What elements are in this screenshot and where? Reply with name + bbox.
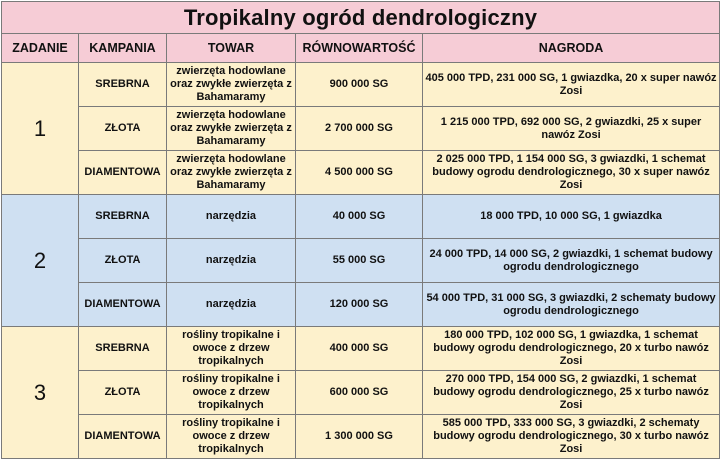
campaign-cell: DIAMENTOWA (78, 150, 167, 195)
reward-cell: 54 000 TPD, 31 000 SG, 3 gwiazdki, 2 sch… (421, 282, 720, 327)
header-campaign: KAMPANIA (78, 33, 167, 63)
reward-cell: 1 215 000 TPD, 692 000 SG, 2 gwiazdki, 2… (421, 106, 720, 151)
campaign-cell: SREBRNA (78, 326, 167, 371)
goods-cell: narzędzia (166, 282, 296, 327)
header-equivalent: RÓWNOWARTOŚĆ (295, 33, 423, 63)
equivalent-cell: 600 000 SG (295, 370, 423, 415)
equivalent-cell: 900 000 SG (295, 62, 423, 107)
campaign-cell: ZŁOTA (78, 370, 167, 415)
table-row: DIAMENTOWA narzędzia 120 000 SG 54 000 TPD,… (2, 282, 720, 327)
goods-cell: rośliny tropikalne i owoce z drzew tropi… (166, 414, 296, 459)
equivalent-cell: 55 000 SG (295, 238, 423, 283)
campaign-cell: DIAMENTOWA (78, 414, 167, 459)
reward-cell: 24 000 TPD, 14 000 SG, 2 gwiazdki, 1 sch… (421, 238, 720, 283)
campaign-cell: ZŁOTA (78, 238, 167, 283)
table-row: DIAMENTOWA rośliny tropikalne i owoce z d… (2, 414, 720, 459)
header-goods: TOWAR (166, 33, 296, 63)
goods-cell: narzędzia (166, 194, 296, 239)
reward-cell: 2 025 000 TPD, 1 154 000 SG, 3 gwiazdki,… (421, 150, 720, 195)
goods-cell: zwierzęta hodowlane oraz zwykłe zwierzęt… (166, 62, 296, 107)
header-row: ZADANIE KAMPANIA TOWAR RÓWNOWARTOŚĆ NAGR… (1, 33, 720, 63)
task-number: 2 (1, 194, 79, 327)
campaign-cell: SREBRNA (78, 194, 167, 239)
reward-cell: 585 000 TPD, 333 000 SG, 3 gwiazdki, 2 s… (421, 414, 720, 459)
goods-cell: zwierzęta hodowlane oraz zwykłe zwierzęt… (166, 106, 296, 151)
task-number: 1 (1, 62, 79, 195)
campaign-cell: SREBRNA (78, 62, 167, 107)
equivalent-cell: 1 300 000 SG (295, 414, 423, 459)
reward-cell: 405 000 TPD, 231 000 SG, 1 gwiazdka, 20 … (421, 62, 720, 107)
table-row: 3 SREBRNA rośliny tropikalne i owoce z drz… (1, 326, 720, 459)
table-row: ZŁOTA rośliny tropikalne i owoce z drzew … (2, 370, 720, 415)
equivalent-cell: 2 700 000 SG (295, 106, 423, 151)
reward-cell: 18 000 TPD, 10 000 SG, 1 gwiazdka (421, 194, 720, 239)
task-number: 3 (1, 326, 79, 459)
reward-cell: 270 000 TPD, 154 000 SG, 2 gwiazdki, 1 s… (421, 370, 720, 415)
table-row: DIAMENTOWA zwierzęta hodowlane oraz zwykł… (2, 150, 720, 195)
goods-cell: narzędzia (166, 238, 296, 283)
page-title: Tropikalny ogród dendrologiczny (0, 1, 720, 34)
table-row: 2 SREBRNA narzędzia 40 000 SG 18 000 TPD, 10… (1, 194, 720, 327)
table-row: ZŁOTA narzędzia 55 000 SG 24 000 TPD, 14 00… (2, 238, 720, 283)
goods-cell: rośliny tropikalne i owoce z drzew tropi… (166, 370, 296, 415)
header-task: ZADANIE (1, 33, 79, 63)
equivalent-cell: 120 000 SG (295, 282, 423, 327)
campaign-cell: DIAMENTOWA (78, 282, 167, 327)
goods-cell: rośliny tropikalne i owoce z drzew tropi… (166, 326, 296, 371)
table-row: ZŁOTA zwierzęta hodowlane oraz zwykłe zwi… (2, 106, 720, 151)
equivalent-cell: 40 000 SG (295, 194, 423, 239)
title-row: Tropikalny ogród dendrologiczny (0, 1, 720, 34)
equivalent-cell: 4 500 000 SG (295, 150, 423, 195)
equivalent-cell: 400 000 SG (295, 326, 423, 371)
table-row: 1 SREBRNA zwierzęta hodowlane oraz zwykłe … (1, 62, 720, 195)
campaign-cell: ZŁOTA (78, 106, 167, 151)
reward-cell: 180 000 TPD, 102 000 SG, 1 gwiazdka, 1 s… (421, 326, 720, 371)
goods-cell: zwierzęta hodowlane oraz zwykłe zwierzęt… (166, 150, 296, 195)
header-reward: NAGRODA (421, 33, 720, 63)
